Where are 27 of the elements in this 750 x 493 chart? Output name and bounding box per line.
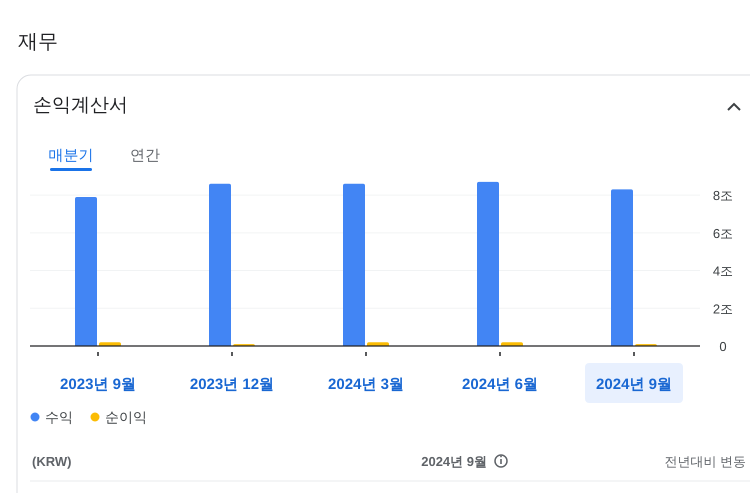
chart-subtitle: 손익계산서 — [33, 95, 128, 116]
bar — [367, 342, 389, 346]
bar — [477, 182, 499, 346]
bar — [501, 342, 523, 346]
text: (KRW) — [32, 454, 72, 469]
y-tick-label: 8조 — [712, 188, 734, 204]
text: 매분기 — [48, 147, 94, 164]
legend-label: 순이익 — [105, 409, 147, 425]
y-tick-label: 2조 — [712, 301, 734, 316]
y-tick-label: 6조 — [712, 226, 734, 241]
y-tick-label: 0 — [719, 339, 727, 354]
bar — [343, 184, 365, 346]
x-tick-label: 2024년 9월 — [596, 376, 672, 393]
legend-label: 수익 — [45, 409, 73, 425]
x-tick-label: 2024년 6월 — [462, 376, 538, 393]
bar — [99, 342, 121, 346]
text: 2024년 9월 — [421, 454, 487, 469]
bar — [75, 196, 97, 346]
bar — [611, 189, 633, 346]
y-tick-label: 4조 — [712, 264, 734, 279]
bar — [209, 184, 231, 346]
text: 연간 — [130, 147, 160, 164]
text: 전년대비 변동 — [664, 454, 746, 469]
x-tick-label: 2023년 12월 — [190, 376, 274, 393]
x-tick-label: 2023년 9월 — [60, 376, 136, 393]
chart-title: 재무 — [18, 31, 58, 53]
x-tick-label: 2024년 3월 — [328, 376, 404, 393]
